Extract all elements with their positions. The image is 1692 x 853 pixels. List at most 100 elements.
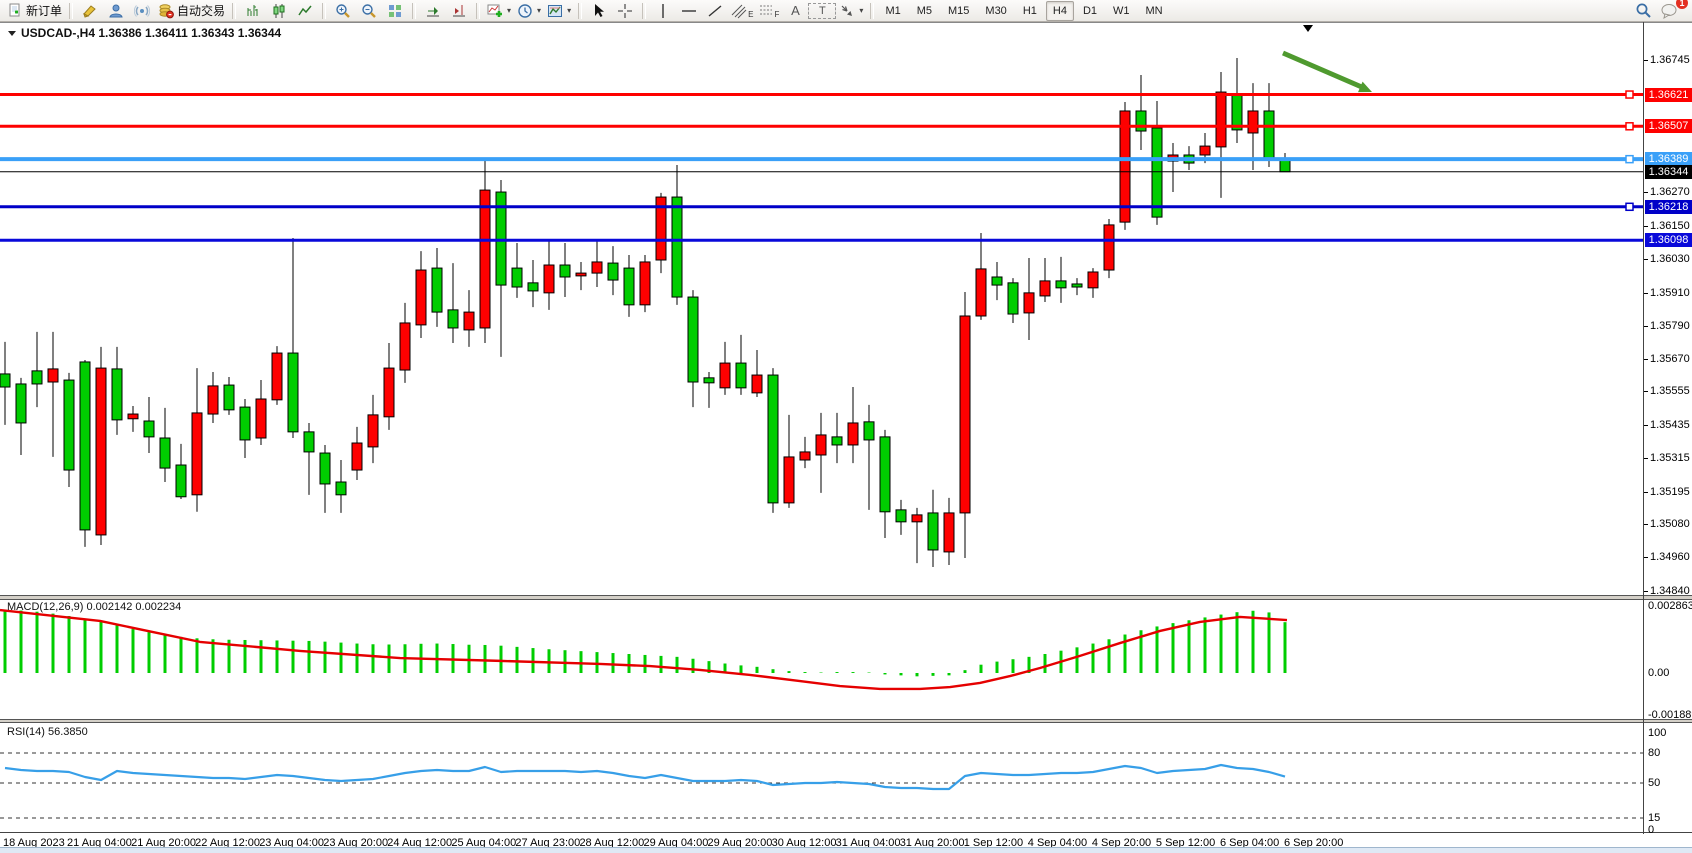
toolbar-separator [642,2,647,19]
auto-scroll-button[interactable] [420,1,446,21]
toolbar-separator [69,2,74,19]
price-tick-mark [1643,326,1648,328]
crosshair-button[interactable] [612,1,638,21]
toolbar-separator [412,2,417,19]
rsi-label: RSI(14) 56.3850 [7,726,88,738]
periods-button[interactable]: ▾ [514,1,544,21]
trendline-button[interactable] [702,1,728,21]
macd-panel[interactable] [0,600,1692,719]
time-axis-label: 4 Sep 20:00 [1091,837,1152,849]
timeframe-button-d1[interactable]: D1 [1082,4,1097,17]
toolbar-separator [578,2,583,19]
time-axis-label: 21 Aug 20:00 [131,837,196,849]
time-axis-label: 18 Aug 2023 [3,837,65,849]
indicators-dropdown-caret: ▾ [507,6,512,15]
templates-button[interactable]: ▾ [544,1,574,21]
price-tick-mark [1643,192,1648,194]
object-anchor-icon[interactable] [1303,25,1313,32]
panel-splitter[interactable] [0,719,1692,723]
time-axis-label: 27 Aug 23:00 [515,837,581,849]
vertical-line-icon [662,3,664,18]
price-tick-mark [1643,590,1648,592]
bar-chart-mode-button[interactable] [240,1,266,21]
timeframe-button-m1[interactable]: M1 [885,4,901,17]
time-axis-label: 28 Aug 12:00 [579,837,645,849]
periods-dropdown-caret: ▾ [537,6,542,15]
autotrading-button[interactable]: 自动交易 [155,1,228,21]
zoom-out-button[interactable] [356,1,382,21]
toolbar-separator [476,2,481,19]
arrows-button[interactable]: ▾ [836,1,866,21]
indicator-axis-label: 0.002863 [1648,600,1692,612]
macd-label: MACD(12,26,9) 0.002142 0.002234 [7,601,182,613]
timeframe-button-m30[interactable]: M30 [985,4,1007,17]
indicators-button[interactable]: ▾ [484,1,514,21]
time-axis-label: 5 Sep 12:00 [1155,837,1216,849]
signal-button[interactable] [129,1,155,21]
chart-shift-button[interactable] [446,1,472,21]
price-tick-label: 1.35315 [1650,452,1690,465]
time-axis-label: 24 Aug 12:00 [387,837,453,849]
zoom-in-icon [336,3,350,18]
time-axis-label: 29 Aug 04:00 [643,837,709,849]
price-tick-label: 1.36150 [1650,219,1690,232]
rsi-panel[interactable] [0,723,1692,833]
indicator-axis-label: 0 [1648,824,1655,836]
time-axis-label: 6 Sep 20:00 [1284,837,1344,849]
time-axis-label: 23 Aug 04:00 [259,837,325,849]
new-order-button[interactable]: 新订单 [4,1,65,21]
price-tick-mark [1643,557,1648,559]
price-tick-mark [1643,292,1648,294]
arrow-objects-icon [841,5,853,16]
cursor-button[interactable] [586,1,612,21]
price-tick-mark [1643,359,1648,361]
toolbar: 新订单 自动交易 ▾ ▾ [0,0,1692,22]
line-chart-mode-button[interactable] [292,1,318,21]
price-level-badge: 1.36098 [1645,233,1692,248]
chart-title: USDCAD-,H4 1.36386 1.36411 1.36343 1.363… [8,26,281,40]
timeframe-button-h1[interactable]: H1 [1022,4,1037,17]
time-axis-label: 6 Sep 04:00 [1219,837,1280,849]
profile-icon [109,4,123,17]
candlestick-mode-button[interactable] [266,1,292,21]
indicators-icon [487,4,503,17]
time-axis-label: 29 Aug 20:00 [707,837,773,849]
text-label-icon: T [819,4,826,17]
zoom-in-button[interactable] [330,1,356,21]
channel-letter: E [748,10,754,19]
price-tick-label: 1.35910 [1650,286,1690,299]
equidistant-channel-icon [731,4,747,18]
bar-chart-icon [247,4,258,16]
search-button[interactable] [1630,1,1656,21]
price-tick-label: 1.34960 [1650,551,1690,564]
time-axis-label: 31 Aug 20:00 [899,837,965,849]
price-tick-mark [1643,491,1648,493]
horizontal-line-button[interactable] [676,1,702,21]
main-chart-panel[interactable] [0,22,1692,595]
channel-button[interactable]: E [728,1,756,21]
panel-splitter[interactable] [0,595,1692,600]
timeframe-button-w1[interactable]: W1 [1113,4,1130,17]
chart-shift-icon [453,4,466,16]
price-tick-mark [1643,424,1648,426]
styler-button[interactable] [77,1,103,21]
price-tick-label: 1.36745 [1650,54,1690,66]
chat-button[interactable]: 1 [1656,0,1688,21]
timeframe-button-m15[interactable]: M15 [948,4,970,17]
price-tick-label: 1.36030 [1650,253,1690,266]
indicator-axis-label: -0.001889 [1648,709,1692,721]
text-label-button[interactable]: T [808,2,837,19]
timeframe-button-h4[interactable]: H4 [1045,0,1074,21]
profile-button[interactable] [103,1,129,21]
text-annotation-button[interactable]: A [782,1,808,21]
fibonacci-button[interactable]: F [756,1,782,21]
cursor-icon [595,3,605,17]
timeframe-button-mn[interactable]: MN [1145,4,1163,17]
tile-windows-button[interactable] [382,1,408,21]
new-order-icon [9,3,20,16]
timeframe-button-m5[interactable]: M5 [916,4,932,17]
vertical-line-button[interactable] [650,1,676,21]
price-tick-label: 1.35790 [1650,320,1690,333]
chat-unread-badge: 1 [1676,0,1688,9]
chart-title-expand-icon[interactable] [8,30,16,36]
